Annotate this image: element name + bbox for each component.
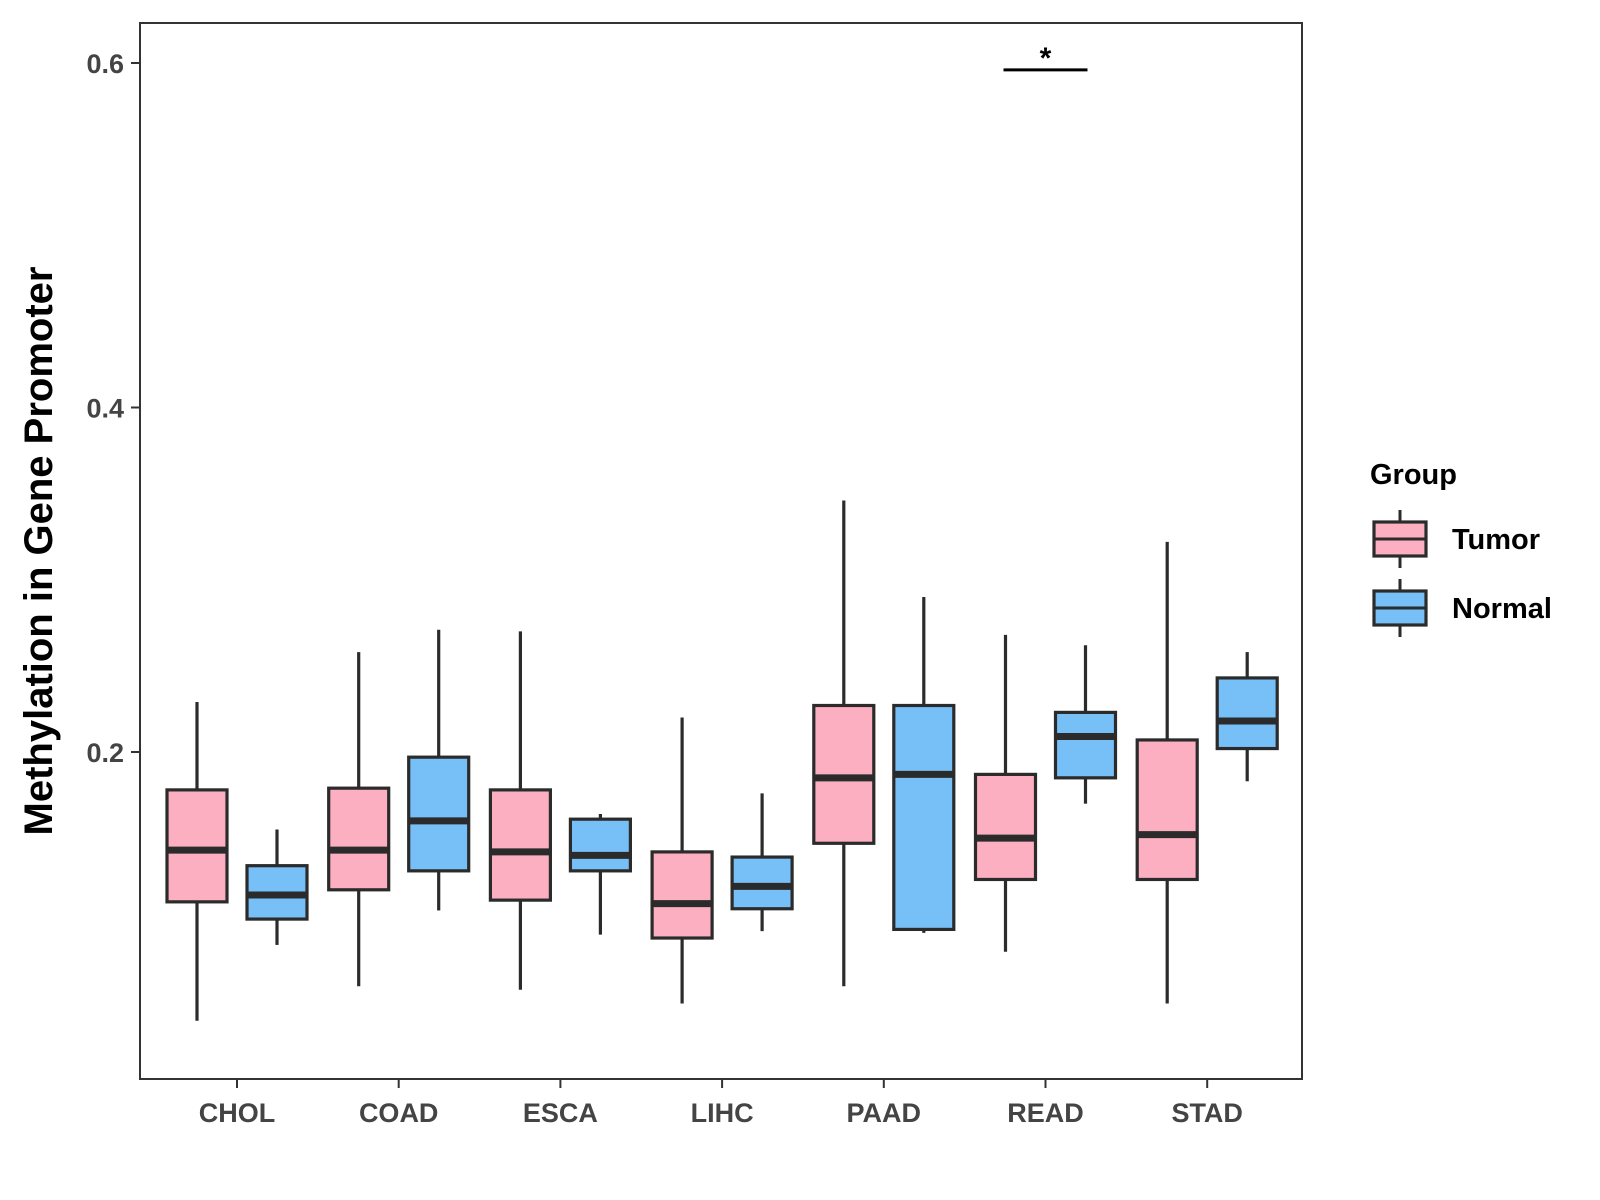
legend-entry-tumor: Tumor [1372, 510, 1540, 568]
box-normal-coad [407, 629, 471, 911]
x-tick-label: STAD [1171, 1098, 1243, 1128]
iqr-box [568, 817, 633, 873]
box-normal-chol [245, 829, 309, 945]
box-series [165, 500, 1279, 1021]
box-normal-stad [1215, 652, 1279, 782]
x-tick-label: READ [1007, 1098, 1084, 1128]
plot-panel [139, 22, 1303, 1080]
iqr-box [407, 755, 471, 873]
iqr-box [1215, 676, 1279, 751]
y-tick-label: 0.2 [86, 738, 124, 768]
box-normal-esca [568, 814, 633, 935]
legend: Group Tumor Normal [1370, 459, 1552, 637]
y-tick-label: 0.6 [86, 49, 124, 79]
y-axis-title: Methylation in Gene Promoter [17, 267, 61, 836]
box-tumor-lihc [650, 717, 714, 1004]
box-tumor-coad [327, 652, 391, 987]
x-tick-label: LIHC [691, 1098, 754, 1128]
y-tick-label: 0.4 [86, 394, 124, 424]
iqr-box [1135, 738, 1199, 882]
x-tick-label: ESCA [523, 1098, 598, 1128]
x-tick-label: PAAD [847, 1098, 922, 1128]
iqr-box [327, 786, 391, 892]
x-tick-label: CHOL [199, 1098, 276, 1128]
legend-label: Normal [1452, 593, 1552, 625]
box-normal-read [1053, 645, 1118, 804]
box-normal-paad [892, 596, 956, 933]
iqr-box [488, 788, 552, 902]
x-tick-label: COAD [359, 1098, 439, 1128]
series-tumor [165, 500, 1199, 1021]
iqr-box [973, 772, 1038, 882]
iqr-box [892, 703, 956, 932]
significance-label: * [1040, 42, 1052, 75]
iqr-box [650, 850, 714, 940]
legend-title: Group [1370, 459, 1457, 491]
y-axis: 0.2 0.4 0.6 [86, 49, 140, 768]
iqr-box [1053, 710, 1118, 780]
box-tumor-esca [488, 631, 552, 990]
box-tumor-read [973, 634, 1038, 952]
box-tumor-stad [1135, 541, 1199, 1004]
box-tumor-paad [812, 500, 876, 987]
significance-annotations: * [1003, 42, 1088, 75]
iqr-box [165, 788, 229, 904]
box-normal-lihc [730, 793, 794, 932]
box-tumor-chol [165, 702, 229, 1021]
legend-entry-normal: Normal [1372, 579, 1552, 637]
x-axis: CHOL COAD ESCA LIHC PAAD READ STAD [199, 1079, 1243, 1128]
legend-label: Tumor [1452, 524, 1540, 556]
series-normal [245, 596, 1279, 945]
